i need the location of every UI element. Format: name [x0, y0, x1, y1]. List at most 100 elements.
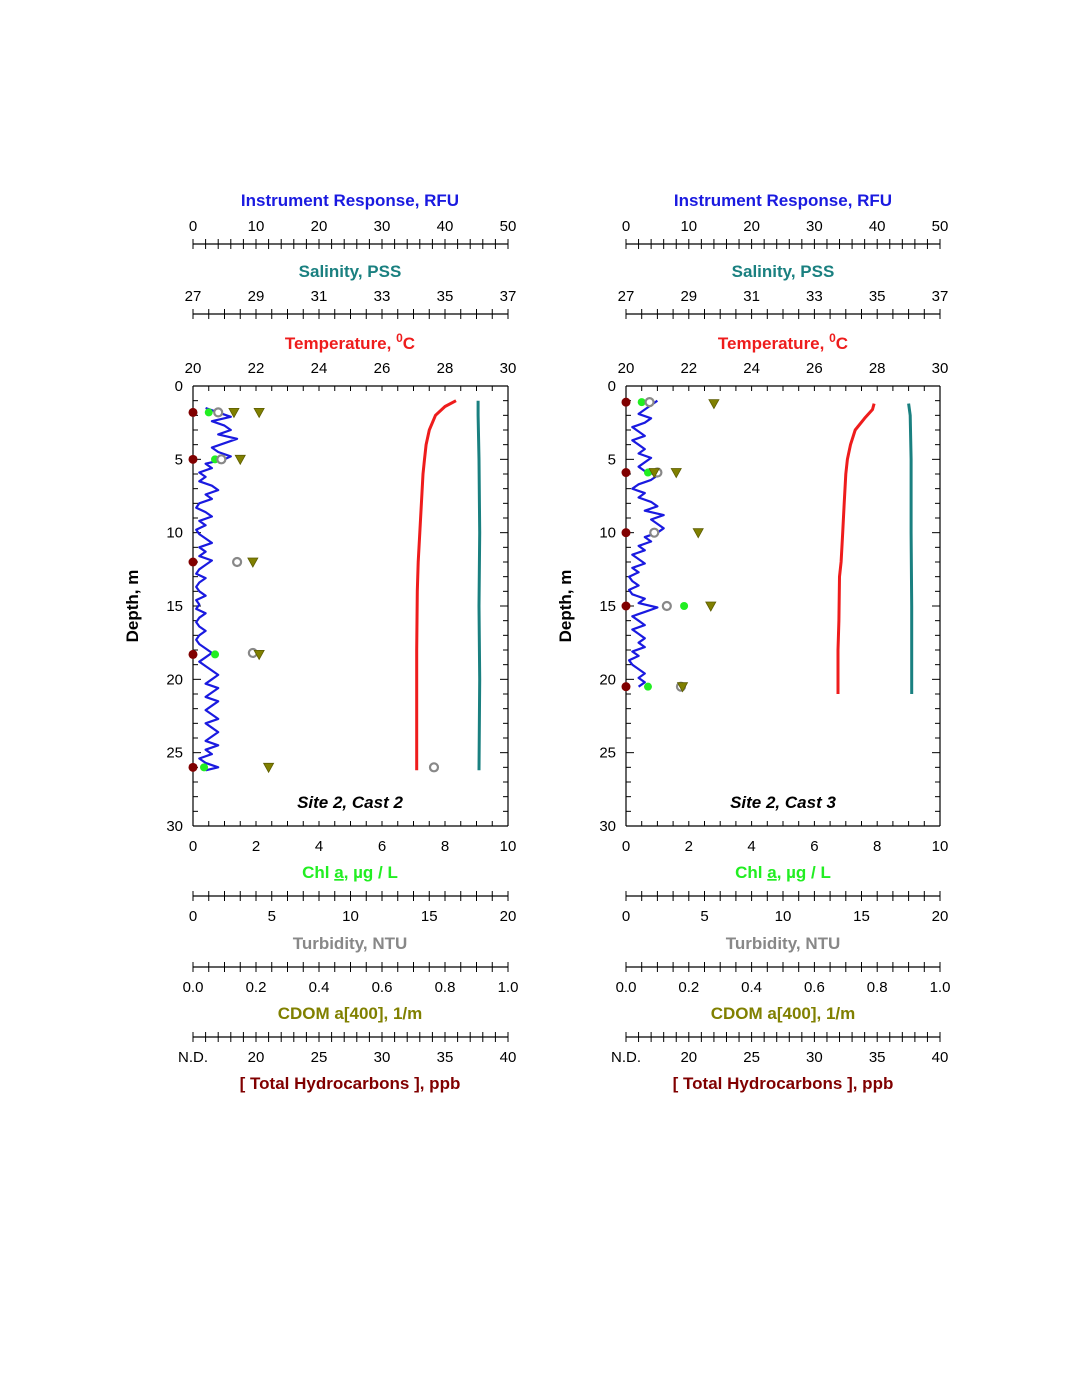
right-salinity-title-unit: , PSS	[791, 262, 834, 281]
left-instrument-tick-label: 40	[437, 218, 454, 235]
left-chl-tick-label: 4	[315, 838, 323, 855]
right-cdom-title-main: CDOM a[400]	[711, 1004, 817, 1023]
right-salinity-tick-label: 31	[743, 288, 760, 305]
right-chl-tick-label: 8	[873, 838, 881, 855]
left-chl-tick-label: 2	[252, 838, 260, 855]
left-chl-tick-label: 8	[441, 838, 449, 855]
left-depth-tick-label: 15	[166, 598, 183, 615]
right-turbidity-point	[661, 600, 672, 612]
left-cdom-tick-label: 0.8	[435, 979, 456, 996]
left-hydrocarbons-tick-label: 20	[248, 1049, 265, 1066]
left-chl-tick-label: 0	[189, 838, 197, 855]
right-chl-axis-title: Chl a, µg / L	[735, 863, 831, 882]
left-hydrocarbons-axis-title: [ Total Hydrocarbons ], ppb	[240, 1074, 461, 1093]
right-salinity-tick-label: 35	[869, 288, 886, 305]
right-salinity-line	[907, 403, 914, 694]
right-depth-tick-label: 0	[608, 378, 616, 395]
left-temperature-title-unit: ,	[387, 334, 396, 353]
right-temperature-title-main: Temperature	[718, 334, 820, 353]
left-temperature-axis: 20 22 24 26 28 30	[185, 360, 517, 391]
left-temperature-title-main: Temperature	[285, 334, 387, 353]
right-cdom-axis-title: CDOM a[400], 1/m	[711, 1004, 856, 1023]
left-plot-title: Site 2, Cast 2	[297, 793, 403, 812]
left-hydrocarbons-point	[188, 762, 198, 772]
right-chl-tick-label: 4	[747, 838, 755, 855]
right-temperature-title-end: C	[836, 334, 848, 353]
left-turbidity-tick-label: 20	[500, 908, 517, 925]
right-instrument-axis-title: Instrument Response, RFU	[674, 191, 892, 210]
left-chl-title-post: , µg / L	[344, 863, 398, 882]
right-hydrocarbons-axis: N.D. 20 25 30 35 40	[611, 1032, 948, 1066]
right-chl-tick-label: 6	[810, 838, 818, 855]
left-turbidity-title-main: Turbidity	[293, 934, 365, 953]
right-hydrocarbons-point	[621, 397, 631, 407]
right-turbidity-tick-label: 10	[775, 908, 792, 925]
right-hydrocarbons-tick-label: 40	[932, 1049, 949, 1066]
left-chl-title-a: a	[334, 863, 344, 882]
right-temperature-axis: 20 22 24 26 28 30	[618, 360, 948, 391]
right-salinity-axis: 27 29 31 33 35 37	[618, 288, 949, 319]
right-temperature-tick-label: 24	[743, 360, 760, 377]
right-instrument-line	[627, 399, 665, 688]
right-instrument-axis: 0 10 20 30 40 50	[622, 218, 948, 249]
right-turbidity-axis-title: Turbidity, NTU	[726, 934, 841, 953]
left-cdom-tick-label: 0.2	[246, 979, 267, 996]
right-instrument-title-main: Instrument Response	[674, 191, 848, 210]
left-temperature-tick-label: 30	[500, 360, 517, 377]
right-salinity-tick-label: 33	[806, 288, 823, 305]
left-cdom-point	[234, 454, 246, 466]
right-hydrocarbons-point	[621, 601, 631, 611]
right-temperature-title-sup: 0	[829, 331, 836, 345]
right-salinity-axis-title: Salinity, PSS	[732, 262, 835, 281]
right-chl-tick-label: 10	[932, 838, 949, 855]
left-hydrocarbons-point	[188, 557, 198, 567]
left-turbidity-tick-label: 10	[342, 908, 359, 925]
left-depth-axis-title: Depth, m	[123, 570, 142, 643]
left-salinity-tick-label: 29	[248, 288, 265, 305]
left-hydrocarbons-tick-label: 40	[500, 1049, 517, 1066]
left-instrument-line	[195, 406, 239, 772]
left-cdom-point	[262, 762, 275, 774]
left-instrument-tick-label: 30	[374, 218, 391, 235]
left-salinity-tick-label: 33	[374, 288, 391, 305]
left-hydrocarbons-point	[188, 454, 198, 464]
right-hydrocarbons-point	[621, 528, 631, 538]
left-temperature-title-sup: 0	[396, 331, 403, 345]
left-instrument-title-unit: , RFU	[415, 191, 459, 210]
left-turbidity-point	[428, 762, 440, 773]
right-chl-title-a: a	[767, 863, 777, 882]
left-salinity-tick-label: 27	[185, 288, 202, 305]
right-turbidity-tick-label: 5	[700, 908, 708, 925]
right-temperature-tick-label: 20	[618, 360, 635, 377]
right-cdom-tick-label: 0.8	[867, 979, 888, 996]
left-turbidity-tick-label: 0	[189, 908, 197, 925]
left-chl-title-pre: Chl	[302, 863, 334, 882]
right-hydrocarbons-title-unit: , ppb	[853, 1074, 894, 1093]
right-hydrocarbons-point	[621, 468, 631, 478]
left-turbidity-point	[232, 556, 243, 568]
right-cdom-tick-label: 1.0	[930, 979, 951, 996]
right-cdom-tick-label: 0.2	[678, 979, 699, 996]
right-depth-tick-label: 5	[608, 451, 616, 468]
right-turbidity-title-main: Turbidity	[726, 934, 798, 953]
left-depth-tick-label: 10	[166, 525, 183, 542]
right-temperature-title-unit: ,	[820, 334, 829, 353]
left-chl-point	[204, 408, 213, 417]
right-instrument-tick-label: 30	[806, 218, 823, 235]
right-cdom-point	[676, 682, 689, 693]
right-salinity-tick-label: 37	[932, 288, 949, 305]
left-depth-tick-label: 25	[166, 745, 183, 762]
left-turbidity-point	[216, 454, 227, 465]
left-hydrocarbons-tick-label: 35	[437, 1049, 454, 1066]
panel-right: Instrument Response, RFU Salinity, PSS T…	[556, 191, 893, 1093]
left-salinity-title-main: Salinity	[299, 262, 360, 281]
left-temperature-line	[415, 399, 457, 771]
right-instrument-title-unit: , RFU	[848, 191, 892, 210]
left-instrument-tick-label: 20	[311, 218, 328, 235]
right-turbidity-axis: 0 5 10 15 20	[622, 891, 948, 925]
right-hydrocarbons-tick-label: 35	[869, 1049, 886, 1066]
left-instrument-tick-label: 50	[500, 218, 517, 235]
left-salinity-tick-label: 37	[500, 288, 517, 305]
right-instrument-tick-label: 20	[743, 218, 760, 235]
